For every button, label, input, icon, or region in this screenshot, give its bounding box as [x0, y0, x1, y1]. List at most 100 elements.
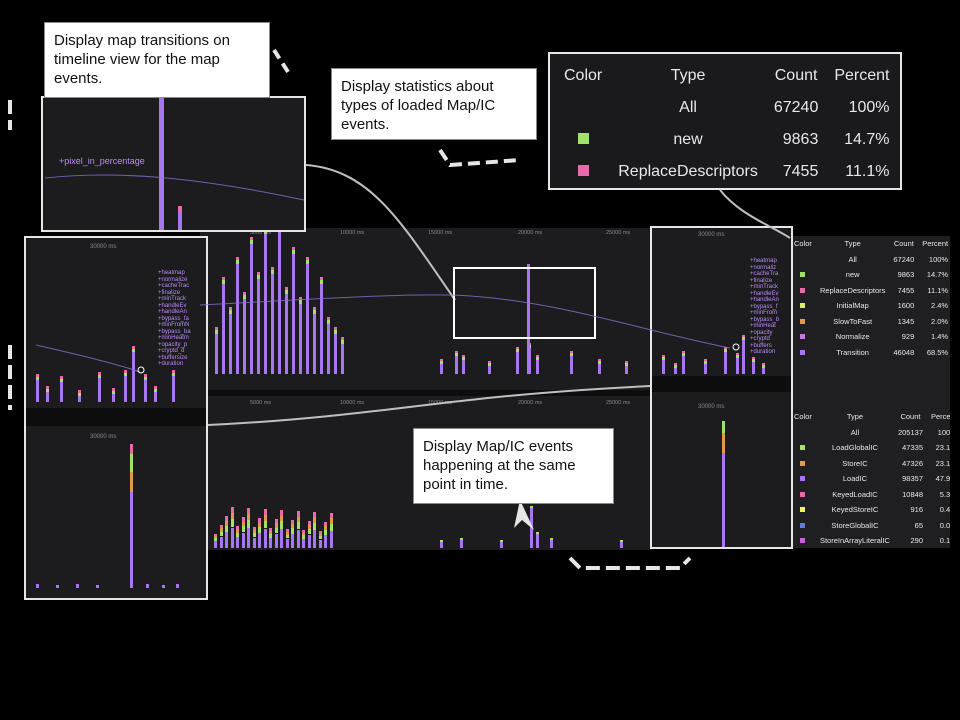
- ic-stats-header-count[interactable]: Count: [900, 412, 921, 422]
- event-bar-segment[interactable]: [144, 377, 147, 380]
- event-bar-segment[interactable]: [625, 363, 628, 366]
- event-bar-segment[interactable]: [662, 357, 665, 360]
- event-bar-segment[interactable]: [236, 537, 239, 548]
- transition-name-label[interactable]: +bypass_fa: [158, 315, 189, 322]
- zoom-stats-header-type[interactable]: Type: [670, 67, 706, 84]
- event-bar-segment[interactable]: [324, 522, 327, 526]
- event-bar-segment[interactable]: [488, 363, 491, 366]
- event-bar-segment[interactable]: [320, 277, 323, 280]
- color-swatch[interactable]: [800, 476, 806, 482]
- event-bar-segment[interactable]: [662, 360, 665, 374]
- event-bar-segment[interactable]: [144, 380, 147, 402]
- event-bar-segment[interactable]: [78, 393, 81, 396]
- color-swatch[interactable]: [577, 165, 589, 176]
- event-bar-segment[interactable]: [302, 532, 305, 536]
- transition-name-label[interactable]: +duration: [750, 349, 776, 355]
- event-bar-segment[interactable]: [154, 389, 157, 392]
- ic-stats-header-percent[interactable]: Percent: [931, 412, 950, 422]
- color-swatch[interactable]: [800, 445, 806, 451]
- event-bar-segment[interactable]: [722, 453, 725, 547]
- event-bar-segment[interactable]: [225, 516, 228, 521]
- event-bar-segment[interactable]: [154, 392, 157, 402]
- map-stats-row[interactable]: All 67240 100%: [790, 252, 950, 268]
- event-bar-segment[interactable]: [742, 337, 745, 340]
- event-bar-segment[interactable]: [225, 532, 228, 548]
- transition-bar-small[interactable]: [178, 210, 182, 230]
- event-bar-segment[interactable]: [280, 510, 283, 516]
- event-bar-segment[interactable]: [263, 514, 267, 521]
- color-swatch[interactable]: [800, 303, 806, 309]
- event-bar-segment[interactable]: [329, 523, 333, 531]
- event-bar-segment[interactable]: [214, 538, 217, 541]
- event-bar-segment[interactable]: [313, 530, 316, 548]
- event-bar-segment[interactable]: [285, 538, 289, 548]
- event-bar-segment[interactable]: [500, 542, 503, 548]
- event-bar-segment[interactable]: [299, 297, 302, 300]
- event-bar-segment[interactable]: [742, 335, 745, 337]
- map-stats-row[interactable]: Normalize 929 1.4%: [790, 329, 950, 345]
- event-bar-segment[interactable]: [219, 536, 223, 548]
- event-bar-segment[interactable]: [313, 522, 316, 530]
- event-bar-segment[interactable]: [124, 376, 127, 402]
- event-bar-segment[interactable]: [724, 349, 727, 352]
- event-bar-segment[interactable]: [144, 374, 147, 377]
- event-bar-segment[interactable]: [269, 531, 272, 534]
- event-bar-segment[interactable]: [263, 509, 267, 515]
- transition-name-label[interactable]: +handleEv: [750, 290, 779, 297]
- event-bar-segment[interactable]: [536, 360, 539, 374]
- event-bar-segment[interactable]: [307, 525, 311, 530]
- event-bar-segment[interactable]: [271, 267, 274, 270]
- event-bar-segment[interactable]: [462, 360, 465, 374]
- event-bar-segment[interactable]: [291, 524, 294, 529]
- event-bar-segment[interactable]: [334, 327, 337, 330]
- event-bar-segment[interactable]: [162, 585, 165, 588]
- event-bar-segment[interactable]: [285, 531, 289, 535]
- event-bar-segment[interactable]: [313, 314, 316, 374]
- event-bar-segment[interactable]: [440, 542, 443, 548]
- event-bar-segment[interactable]: [536, 357, 539, 360]
- event-bar-segment[interactable]: [292, 247, 295, 250]
- event-bar-segment[interactable]: [752, 362, 755, 374]
- event-bar-segment[interactable]: [724, 352, 727, 374]
- ic-stats-row[interactable]: StoreInArrayLiteralIC 290 0.1%: [790, 533, 950, 548]
- event-bar-segment[interactable]: [296, 522, 300, 530]
- transition-name-label[interactable]: +buffers: [750, 342, 772, 349]
- map-stats-header-color[interactable]: Color: [794, 239, 812, 249]
- event-bar-segment[interactable]: [222, 277, 225, 280]
- event-bar-segment[interactable]: [214, 541, 217, 548]
- ic-stats-row[interactable]: LoadIC 98357 47.9%: [790, 471, 950, 487]
- event-bar-segment[interactable]: [320, 280, 323, 284]
- event-bar-segment[interactable]: [236, 529, 239, 533]
- event-bar-segment[interactable]: [341, 344, 344, 374]
- event-bar-segment[interactable]: [440, 540, 443, 542]
- transition-name-label[interactable]: +heatmap: [158, 270, 185, 276]
- map-stats-row[interactable]: ReplaceDescriptors 7455 11.1%: [790, 283, 950, 299]
- event-bar-segment[interactable]: [462, 355, 465, 357]
- event-bar-segment[interactable]: [736, 358, 739, 374]
- event-bar-segment[interactable]: [146, 584, 149, 588]
- event-bar-segment[interactable]: [264, 234, 267, 374]
- event-bar-segment[interactable]: [241, 532, 245, 548]
- event-bar-segment[interactable]: [285, 287, 288, 290]
- event-bar-segment[interactable]: [215, 330, 218, 334]
- transition-name-label[interactable]: +handleAn: [750, 297, 779, 303]
- event-bar-segment[interactable]: [230, 519, 234, 528]
- ic-stats-row[interactable]: KeyedStoreIC 916 0.4%: [790, 502, 950, 518]
- event-bar-segment[interactable]: [241, 526, 245, 533]
- event-bar-segment[interactable]: [56, 585, 59, 588]
- color-swatch[interactable]: [577, 133, 589, 144]
- event-bar-segment[interactable]: [327, 324, 330, 374]
- transition-name-label[interactable]: +cacheTra: [750, 271, 779, 277]
- event-bar-segment[interactable]: [36, 584, 39, 588]
- event-bar-segment[interactable]: [318, 536, 322, 540]
- transition-name-label[interactable]: +bypass_f: [750, 303, 778, 310]
- event-bar-segment[interactable]: [252, 533, 256, 538]
- event-bar-segment[interactable]: [172, 376, 175, 402]
- event-bar-segment[interactable]: [60, 382, 63, 402]
- event-bar-segment[interactable]: [252, 537, 256, 548]
- event-bar-segment[interactable]: [341, 337, 344, 340]
- event-bar-segment[interactable]: [46, 386, 49, 389]
- color-swatch[interactable]: [800, 287, 806, 293]
- event-bar-segment[interactable]: [500, 540, 503, 542]
- event-bar-segment[interactable]: [258, 533, 261, 548]
